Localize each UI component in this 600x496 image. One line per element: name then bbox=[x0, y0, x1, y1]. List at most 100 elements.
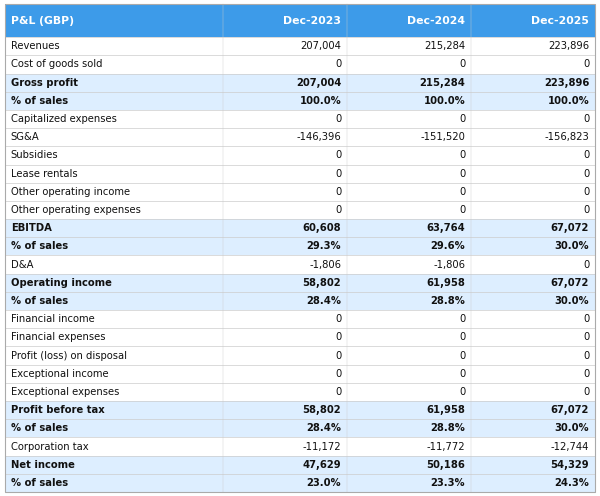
Text: Cost of goods sold: Cost of goods sold bbox=[11, 60, 102, 69]
Text: P&L (GBP): P&L (GBP) bbox=[11, 15, 74, 26]
Bar bbox=[5, 219, 595, 237]
Text: % of sales: % of sales bbox=[11, 242, 68, 251]
Bar bbox=[5, 128, 595, 146]
Text: 0: 0 bbox=[583, 60, 589, 69]
Text: 0: 0 bbox=[335, 60, 341, 69]
Bar bbox=[5, 92, 595, 110]
Text: 100.0%: 100.0% bbox=[424, 96, 465, 106]
Bar bbox=[5, 310, 595, 328]
Text: 0: 0 bbox=[583, 187, 589, 197]
Bar bbox=[5, 4, 595, 37]
Text: Profit (loss) on disposal: Profit (loss) on disposal bbox=[11, 351, 127, 361]
Text: 0: 0 bbox=[459, 60, 465, 69]
Text: 223,896: 223,896 bbox=[548, 41, 589, 51]
Text: -12,744: -12,744 bbox=[551, 441, 589, 451]
Text: Dec-2023: Dec-2023 bbox=[283, 15, 341, 26]
Text: 24.3%: 24.3% bbox=[554, 478, 589, 488]
Bar bbox=[5, 383, 595, 401]
Text: 0: 0 bbox=[459, 369, 465, 379]
Bar bbox=[5, 146, 595, 165]
Text: Subsidies: Subsidies bbox=[11, 150, 58, 160]
Text: Dec-2024: Dec-2024 bbox=[407, 15, 465, 26]
Text: 67,072: 67,072 bbox=[551, 223, 589, 233]
Text: % of sales: % of sales bbox=[11, 96, 68, 106]
Bar bbox=[5, 237, 595, 255]
Text: 0: 0 bbox=[335, 369, 341, 379]
Bar bbox=[5, 419, 595, 437]
Text: 0: 0 bbox=[335, 332, 341, 342]
Text: 0: 0 bbox=[583, 369, 589, 379]
Bar bbox=[5, 347, 595, 365]
Text: 28.4%: 28.4% bbox=[306, 296, 341, 306]
Text: Corporation tax: Corporation tax bbox=[11, 441, 88, 451]
Text: 0: 0 bbox=[335, 205, 341, 215]
Text: 29.6%: 29.6% bbox=[430, 242, 465, 251]
Text: 28.8%: 28.8% bbox=[430, 424, 465, 434]
Text: 0: 0 bbox=[459, 150, 465, 160]
Text: 0: 0 bbox=[583, 259, 589, 270]
Bar bbox=[5, 365, 595, 383]
Text: -151,520: -151,520 bbox=[421, 132, 465, 142]
Bar bbox=[5, 183, 595, 201]
Text: Financial income: Financial income bbox=[11, 314, 95, 324]
Bar bbox=[5, 328, 595, 347]
Text: 0: 0 bbox=[459, 351, 465, 361]
Text: -146,396: -146,396 bbox=[296, 132, 341, 142]
Text: 0: 0 bbox=[583, 387, 589, 397]
Text: Net income: Net income bbox=[11, 460, 74, 470]
Text: 0: 0 bbox=[583, 332, 589, 342]
Text: 0: 0 bbox=[583, 169, 589, 179]
Text: 223,896: 223,896 bbox=[544, 78, 589, 88]
Bar bbox=[5, 37, 595, 56]
Text: -1,806: -1,806 bbox=[433, 259, 465, 270]
Text: 28.4%: 28.4% bbox=[306, 424, 341, 434]
Text: 0: 0 bbox=[459, 169, 465, 179]
Text: 0: 0 bbox=[583, 150, 589, 160]
Text: D&A: D&A bbox=[11, 259, 34, 270]
Text: 47,629: 47,629 bbox=[302, 460, 341, 470]
Text: % of sales: % of sales bbox=[11, 478, 68, 488]
Text: 215,284: 215,284 bbox=[424, 41, 465, 51]
Text: Financial expenses: Financial expenses bbox=[11, 332, 106, 342]
Text: 30.0%: 30.0% bbox=[554, 296, 589, 306]
Bar bbox=[5, 201, 595, 219]
Text: Other operating expenses: Other operating expenses bbox=[11, 205, 140, 215]
Text: 207,004: 207,004 bbox=[301, 41, 341, 51]
Text: 0: 0 bbox=[583, 205, 589, 215]
Text: 0: 0 bbox=[335, 387, 341, 397]
Text: 100.0%: 100.0% bbox=[299, 96, 341, 106]
Text: Capitalized expenses: Capitalized expenses bbox=[11, 114, 116, 124]
Text: Other operating income: Other operating income bbox=[11, 187, 130, 197]
Text: Gross profit: Gross profit bbox=[11, 78, 78, 88]
Text: 60,608: 60,608 bbox=[302, 223, 341, 233]
Bar bbox=[5, 165, 595, 183]
Text: 0: 0 bbox=[459, 387, 465, 397]
Text: 0: 0 bbox=[335, 169, 341, 179]
Text: 100.0%: 100.0% bbox=[547, 96, 589, 106]
Bar bbox=[5, 274, 595, 292]
Text: 50,186: 50,186 bbox=[427, 460, 465, 470]
Bar bbox=[5, 56, 595, 73]
Text: EBITDA: EBITDA bbox=[11, 223, 52, 233]
Text: Lease rentals: Lease rentals bbox=[11, 169, 77, 179]
Text: 0: 0 bbox=[459, 114, 465, 124]
Text: 67,072: 67,072 bbox=[551, 278, 589, 288]
Text: 23.0%: 23.0% bbox=[307, 478, 341, 488]
Text: Exceptional expenses: Exceptional expenses bbox=[11, 387, 119, 397]
Text: 0: 0 bbox=[583, 314, 589, 324]
Text: 0: 0 bbox=[459, 332, 465, 342]
Text: 61,958: 61,958 bbox=[427, 405, 465, 415]
Text: 58,802: 58,802 bbox=[302, 278, 341, 288]
Text: 0: 0 bbox=[335, 114, 341, 124]
Bar bbox=[5, 437, 595, 456]
Bar bbox=[5, 474, 595, 492]
Text: 29.3%: 29.3% bbox=[307, 242, 341, 251]
Text: 0: 0 bbox=[459, 205, 465, 215]
Text: SG&A: SG&A bbox=[11, 132, 40, 142]
Text: 0: 0 bbox=[583, 351, 589, 361]
Text: Revenues: Revenues bbox=[11, 41, 59, 51]
Text: -11,172: -11,172 bbox=[302, 441, 341, 451]
Text: 67,072: 67,072 bbox=[551, 405, 589, 415]
Bar bbox=[5, 292, 595, 310]
Text: -11,772: -11,772 bbox=[427, 441, 465, 451]
